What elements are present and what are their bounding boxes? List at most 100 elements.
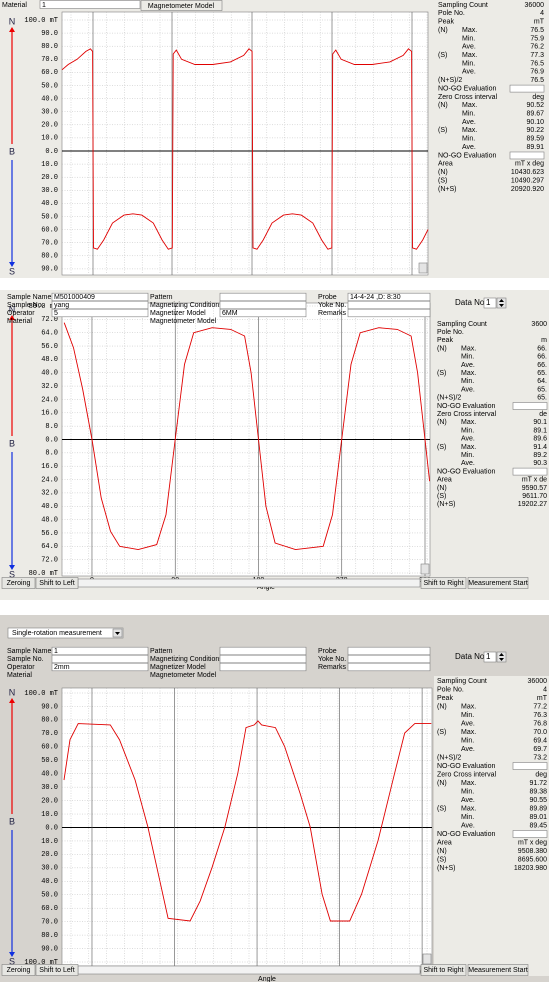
scrollbar[interactable] bbox=[77, 578, 421, 588]
button[interactable] bbox=[35, 577, 79, 589]
text-field[interactable] bbox=[219, 308, 307, 318]
stat-value: 4 bbox=[543, 686, 547, 693]
stat-label: (S) bbox=[437, 856, 446, 863]
y-tick-label: 20.0 bbox=[41, 174, 58, 182]
stat-value: 76.5 bbox=[530, 27, 544, 34]
text-field[interactable] bbox=[219, 292, 307, 302]
spin-button[interactable] bbox=[496, 297, 507, 309]
y-tick-label: 56.0 bbox=[41, 530, 58, 538]
dropdown[interactable] bbox=[7, 627, 124, 639]
stat-label: NO-GO Evaluation bbox=[437, 763, 495, 770]
y-tick-label: 60.0 bbox=[41, 69, 58, 77]
text-field[interactable] bbox=[347, 654, 431, 664]
button[interactable] bbox=[35, 964, 79, 976]
stat-label: Peak bbox=[437, 695, 453, 702]
button[interactable] bbox=[467, 577, 529, 589]
stat-sublabel: Min. bbox=[461, 427, 474, 434]
y-tick-label: 80.0 bbox=[41, 932, 58, 940]
text-field[interactable] bbox=[219, 654, 307, 664]
y-tick-label: 50.0 bbox=[41, 892, 58, 900]
text-field[interactable] bbox=[219, 300, 307, 310]
stat-sublabel: Max. bbox=[461, 780, 476, 787]
field-label: Material bbox=[7, 318, 32, 325]
text-field[interactable] bbox=[347, 662, 431, 672]
text-field[interactable] bbox=[347, 646, 431, 656]
field-value: 5 bbox=[54, 310, 58, 317]
y-tick-label: 80.0 mT bbox=[29, 570, 58, 578]
button[interactable] bbox=[1, 577, 36, 589]
field-label: Remarks bbox=[318, 310, 347, 317]
stat-sublabel: Ave. bbox=[461, 822, 475, 829]
spin-button[interactable] bbox=[496, 651, 507, 663]
y-tick-label: 100.0 mT bbox=[24, 690, 58, 698]
text-field[interactable] bbox=[51, 662, 149, 672]
text-field[interactable] bbox=[51, 300, 149, 310]
spin-field[interactable] bbox=[483, 651, 497, 663]
spin-field[interactable] bbox=[483, 297, 497, 309]
stat-value: 9508.380 bbox=[518, 848, 547, 855]
stat-value: mT x deg bbox=[518, 839, 547, 846]
y-tick-label: 60.0 bbox=[41, 226, 58, 234]
stat-sublabel: Ave. bbox=[461, 460, 475, 467]
scrollbar[interactable] bbox=[77, 965, 421, 975]
scroll-button[interactable] bbox=[418, 262, 428, 274]
stat-label: (S) bbox=[437, 493, 446, 500]
text-field[interactable] bbox=[51, 308, 149, 318]
y-tick-label: 30.0 bbox=[41, 784, 58, 792]
text-field[interactable] bbox=[51, 646, 149, 656]
button[interactable] bbox=[1, 964, 36, 976]
stat-label: (N) bbox=[438, 169, 448, 176]
button[interactable] bbox=[420, 964, 467, 976]
button-label[interactable]: Shift to Right bbox=[423, 580, 463, 587]
stat-sublabel: Ave. bbox=[461, 746, 475, 753]
text-field[interactable] bbox=[51, 654, 149, 664]
stat-group: (N) bbox=[437, 345, 447, 352]
field-value: 1 bbox=[486, 652, 491, 661]
field-label: Material bbox=[2, 2, 27, 9]
button-label[interactable]: Shift to Right bbox=[423, 967, 463, 974]
text-field[interactable] bbox=[347, 308, 431, 318]
y-tick-label: 90.0 bbox=[41, 945, 58, 953]
button[interactable] bbox=[467, 964, 529, 976]
y-tick-label: 10.0 bbox=[41, 838, 58, 846]
y-tick-label: 80.0 bbox=[41, 43, 58, 51]
button-label[interactable]: Measurement Start bbox=[468, 580, 528, 587]
stat-value: 70.0 bbox=[533, 729, 547, 736]
field-label: Pattern bbox=[150, 294, 173, 301]
tab[interactable] bbox=[140, 0, 223, 11]
scroll-button[interactable] bbox=[422, 953, 432, 965]
stat-value: 90.55 bbox=[529, 797, 547, 804]
text-field[interactable] bbox=[219, 646, 307, 656]
text-field[interactable] bbox=[219, 662, 307, 672]
button-label[interactable]: Shift to Left bbox=[39, 967, 74, 974]
pole-label: S bbox=[9, 569, 15, 579]
stat-value: 76.8 bbox=[533, 720, 547, 727]
button-label[interactable]: Zeroing bbox=[7, 967, 31, 974]
plot-area bbox=[61, 687, 433, 967]
stat-label: Area bbox=[437, 477, 452, 484]
button[interactable] bbox=[420, 577, 467, 589]
south-arrowhead bbox=[9, 565, 15, 570]
stat-label: Sampling Count bbox=[438, 2, 488, 9]
button-label[interactable]: Measurement Start bbox=[468, 967, 528, 974]
waveform bbox=[63, 720, 432, 922]
text-field[interactable] bbox=[347, 292, 431, 302]
button-label[interactable]: Shift to Left bbox=[39, 580, 74, 587]
stat-value: 66. bbox=[537, 362, 547, 369]
text-field[interactable] bbox=[51, 292, 149, 302]
pole-label: B bbox=[9, 438, 15, 448]
button-label[interactable]: Zeroing bbox=[7, 580, 31, 587]
scroll-button[interactable] bbox=[420, 563, 430, 575]
stat-group: (N) bbox=[437, 419, 447, 426]
stat-sublabel: Max. bbox=[462, 127, 477, 134]
stat-value: 66. bbox=[537, 354, 547, 361]
text-field[interactable] bbox=[347, 300, 431, 310]
stat-label: (N) bbox=[437, 848, 447, 855]
stat-label: NO-GO Evaluation bbox=[437, 468, 495, 475]
stat-sublabel: Min. bbox=[461, 737, 474, 744]
stat-label: (N+S) bbox=[437, 865, 455, 872]
y-tick-label: 40.0 bbox=[41, 878, 58, 886]
stat-value: 36000 bbox=[528, 678, 548, 685]
field-label: Data No. bbox=[455, 298, 487, 307]
